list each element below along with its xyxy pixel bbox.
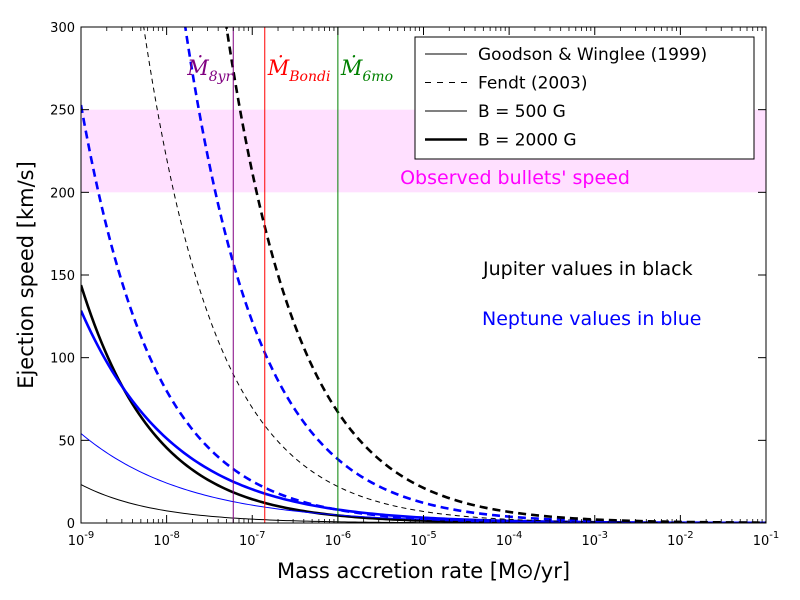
vline-label-main: Ṁ — [186, 56, 209, 80]
x-tick-label: 10-2 — [667, 530, 694, 549]
vline-label-8yr: Ṁ8yr — [186, 56, 233, 85]
legend-label-2: B = 500 G — [478, 102, 566, 122]
vline-label-bondi: ṀBondi — [267, 56, 331, 85]
y-tick-label: 300 — [50, 21, 75, 36]
legend-box — [414, 36, 755, 160]
legend-label-0: Goodson & Winglee (1999) — [478, 45, 707, 65]
vline-label-main: Ṁ — [340, 56, 363, 80]
x-tick-label: 10-8 — [153, 530, 180, 549]
y-axis-label: Ejection speed [km/s] — [14, 161, 38, 389]
y-tick-label: 50 — [58, 434, 75, 449]
x-tick-label: 10-5 — [410, 530, 437, 549]
series-line-2 — [81, 433, 766, 523]
vline-label-sub: 6mo — [362, 69, 393, 85]
x-tick-label: 10-1 — [753, 530, 780, 549]
y-tick-label: 0 — [67, 517, 75, 532]
y-tick-label: 250 — [50, 104, 75, 119]
legend-label-3: B = 2000 G — [478, 131, 577, 151]
legend: Goodson & Winglee (1999) Fendt (2003) B = … — [414, 36, 755, 160]
legend-label-1: Fendt (2003) — [478, 74, 587, 94]
series-line-7 — [225, 27, 766, 523]
annotation-neptune: Neptune values in blue — [482, 308, 702, 330]
vline-label-main: Ṁ — [267, 56, 290, 80]
y-tick-label: 200 — [50, 186, 75, 201]
x-axis-label: Mass accretion rate [M⊙/yr] — [277, 559, 570, 583]
y-tick-label: 150 — [50, 269, 75, 284]
axis-ticks: 10-9 10-8 10-7 10-6 10-5 10-4 10-3 10-2 10-1 0 50 1… — [50, 21, 779, 549]
x-tick-label: 10-9 — [68, 530, 95, 549]
x-tick-label: 10-4 — [496, 530, 523, 549]
series-line-5 — [143, 27, 766, 523]
vline-label-sub: Bondi — [288, 69, 330, 85]
band-label: Observed bullets' speed — [400, 167, 630, 189]
x-tick-label: 10-7 — [239, 530, 266, 549]
x-tick-label: 10-3 — [581, 530, 608, 549]
y-tick-label: 100 — [50, 352, 75, 367]
vline-label-6mo: Ṁ6mo — [340, 56, 393, 85]
annotation-jupiter: Jupiter values in black — [482, 258, 693, 280]
vline-label-sub: 8yr — [209, 69, 234, 85]
vline-group: Ṁ8yr ṀBondi Ṁ6mo — [186, 27, 393, 523]
x-tick-label: 10-6 — [325, 530, 352, 549]
